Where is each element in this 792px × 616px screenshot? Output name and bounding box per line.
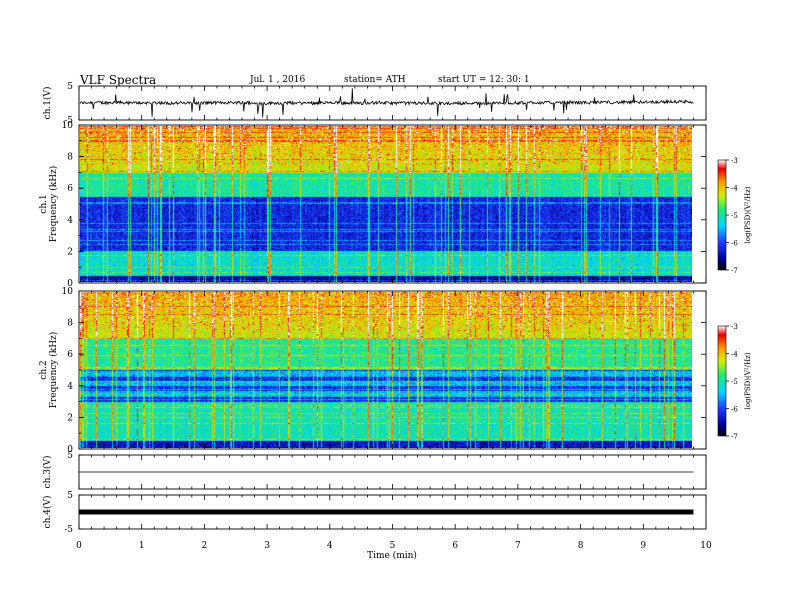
x-tick-label: 4 bbox=[327, 541, 333, 551]
colorbar-tick-label: -7 bbox=[731, 267, 738, 275]
y-tick-label: 8 bbox=[67, 153, 73, 163]
ch1-channel-label: ch.1 bbox=[39, 194, 49, 213]
x-tick-label: 5 bbox=[390, 541, 396, 551]
ch2-colorbar bbox=[717, 325, 727, 437]
x-tick-label: 10 bbox=[700, 541, 712, 551]
x-tick-label: 7 bbox=[515, 541, 521, 551]
ch1-spectrogram-image bbox=[80, 126, 692, 282]
ch4-waveform-ylabel: ch.4(V) bbox=[42, 496, 53, 529]
ch1-colorbar bbox=[717, 159, 727, 271]
y-tick-label: 2 bbox=[67, 413, 73, 423]
header-station: station= ATH bbox=[344, 75, 406, 85]
ch4-waveform-line bbox=[79, 509, 694, 515]
colorbar-tick-label: -3 bbox=[731, 157, 738, 165]
ch2-colorbar-label: log(PSD)(V²/Hz) bbox=[744, 352, 752, 409]
colorbar-tick-label: -4 bbox=[731, 185, 738, 193]
y-tick-label: 10 bbox=[62, 287, 74, 297]
y-tick-label: 5 bbox=[67, 491, 73, 501]
ch1-waveform-line bbox=[79, 88, 694, 118]
x-tick-label: 1 bbox=[139, 541, 145, 551]
y-tick-label: 6 bbox=[67, 184, 73, 194]
ch2-frequency-label: Frequency (kHz) bbox=[48, 332, 59, 409]
colorbar-tick-label: -4 bbox=[731, 351, 738, 359]
generated-axes: 0 1 2 3 4 5 6 7 8 9 105-555-502468100246810-3-4-5-… bbox=[62, 82, 739, 551]
colorbar-tick-label: -5 bbox=[731, 212, 738, 220]
ch2-spectrogram-image bbox=[80, 292, 692, 448]
x-tick-label: 3 bbox=[264, 541, 270, 551]
y-tick-label: 6 bbox=[67, 350, 73, 360]
colorbar-tick-label: -6 bbox=[731, 406, 738, 414]
figure-title: VLF Spectra bbox=[79, 73, 156, 87]
y-tick-label: 2 bbox=[67, 247, 73, 257]
x-tick-label: 0 bbox=[76, 541, 82, 551]
y-tick-label: 0 bbox=[67, 445, 73, 455]
y-tick-label: 0 bbox=[67, 279, 73, 289]
x-axis-label: Time (min) bbox=[367, 550, 417, 561]
header-start-ut: start UT = 12: 30: 1 bbox=[438, 75, 530, 85]
colorbar-tick-label: -6 bbox=[731, 240, 738, 248]
ch1-waveform-ylabel: ch.1(V) bbox=[42, 87, 53, 120]
x-tick-label: 6 bbox=[452, 541, 458, 551]
colorbar-tick-label: -7 bbox=[731, 433, 738, 441]
x-tick-label: 2 bbox=[202, 541, 208, 551]
ch2-channel-label: ch.2 bbox=[39, 360, 49, 379]
header-date: Jul. 1 , 2016 bbox=[249, 75, 305, 85]
colorbar-tick-label: -3 bbox=[731, 323, 738, 331]
y-tick-label: 8 bbox=[67, 319, 73, 329]
y-tick-label: 4 bbox=[67, 216, 73, 226]
ch3-waveform-ylabel: ch.3(V) bbox=[42, 456, 53, 489]
y-tick-label: 4 bbox=[67, 382, 73, 392]
colorbar-tick-label: -5 bbox=[731, 378, 738, 386]
x-tick-label: 9 bbox=[640, 541, 646, 551]
ch1-colorbar-label: log(PSD)(V²/Hz) bbox=[744, 186, 752, 243]
x-tick-label: 8 bbox=[578, 541, 584, 551]
y-tick-label: -5 bbox=[64, 116, 73, 126]
ch1-frequency-label: Frequency (kHz) bbox=[48, 166, 59, 243]
y-tick-label: 10 bbox=[62, 121, 74, 131]
y-tick-label: 5 bbox=[67, 82, 73, 92]
y-tick-label: 5 bbox=[67, 451, 73, 461]
y-tick-label: -5 bbox=[64, 525, 73, 535]
